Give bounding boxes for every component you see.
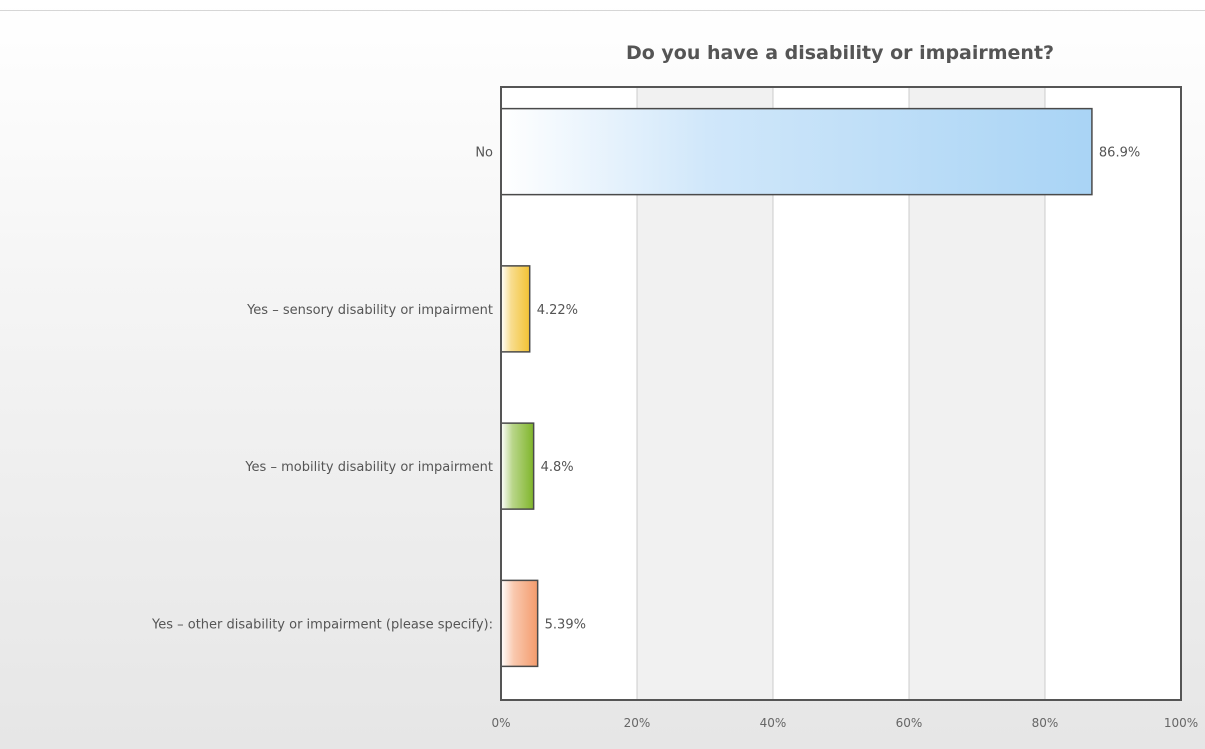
bar[interactable] [500,107,1093,196]
bar[interactable] [500,422,535,510]
value-label: 4.22% [537,303,578,318]
x-tick-label: 100% [1164,716,1198,730]
x-tick-label: 40% [760,716,787,730]
chart-title: Do you have a disability or impairment? [625,42,1055,64]
x-tick-label: 0% [491,716,510,730]
bar[interactable] [500,579,539,668]
plot-frame [500,86,1182,701]
category-label: No [475,146,493,161]
x-tick-label: 60% [896,716,923,730]
value-label: 86.9% [1099,146,1140,161]
x-tick-label: 20% [624,716,651,730]
x-tick-label: 80% [1032,716,1059,730]
category-label: Yes – sensory disability or impairment [246,303,493,318]
value-label: 5.39% [545,617,586,632]
bar[interactable] [500,265,531,353]
value-label: 4.8% [541,460,574,475]
category-label: Yes – mobility disability or impairment [244,460,493,475]
top-divider [0,10,1205,11]
category-label: Yes – other disability or impairment (pl… [151,617,493,632]
